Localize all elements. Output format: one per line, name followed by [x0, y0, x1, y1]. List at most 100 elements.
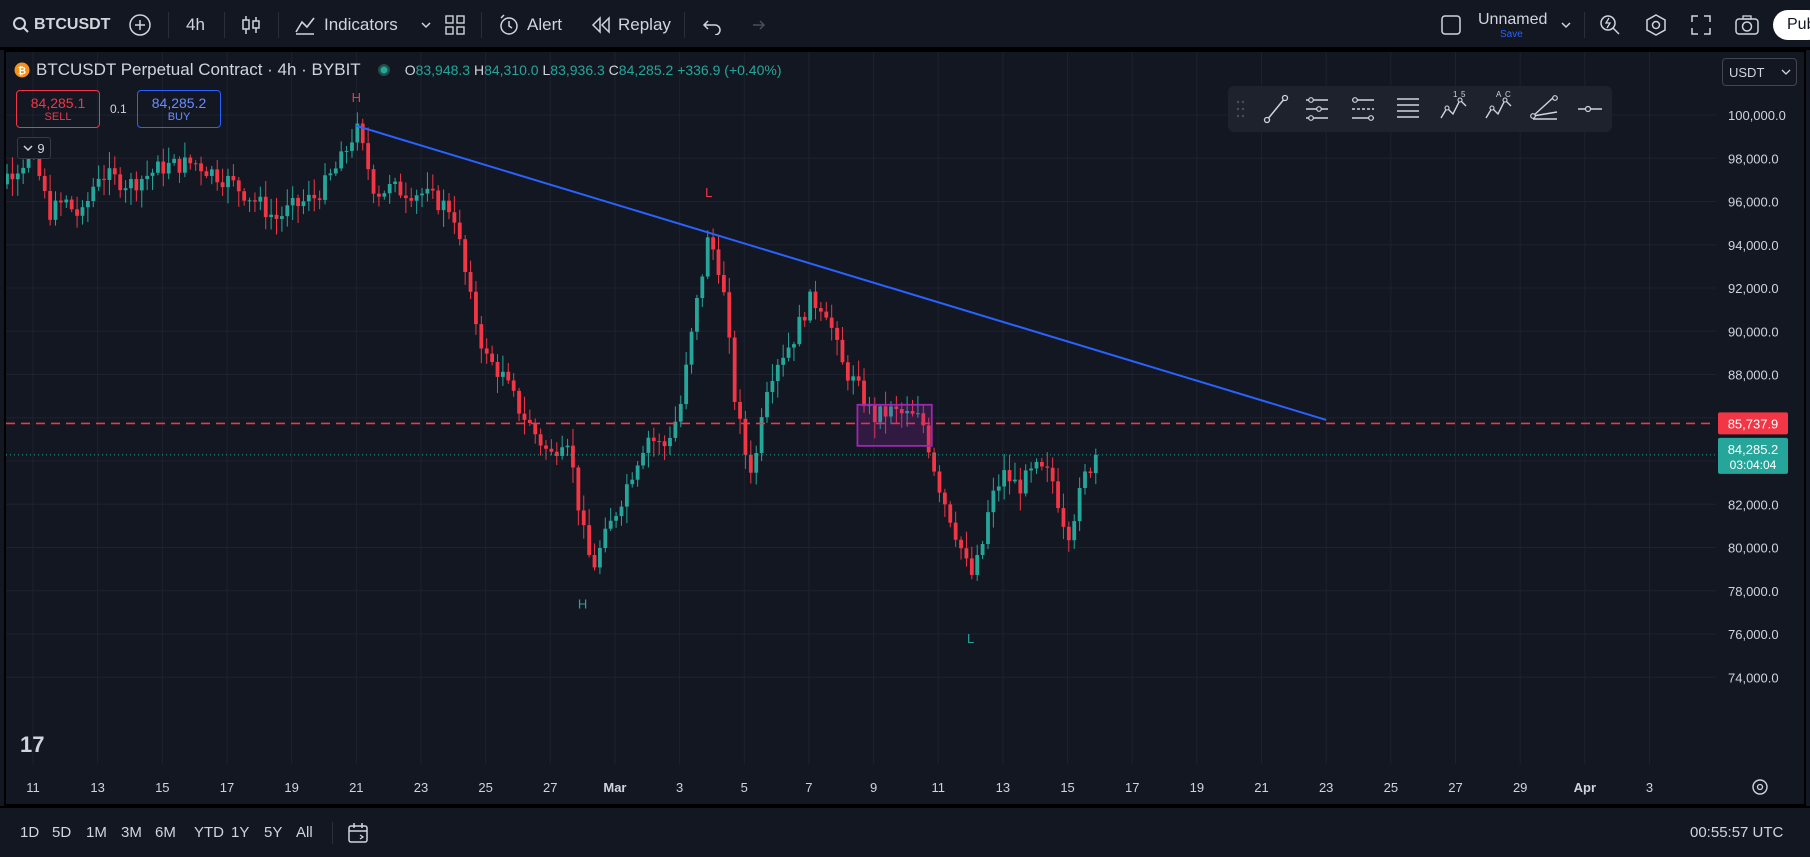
publish-label: Pub: [1787, 16, 1810, 33]
consolidation-zone: [856, 403, 933, 447]
alert-label: Alert: [527, 15, 562, 34]
utc-clock[interactable]: 00:55:57 UTC: [1690, 808, 1783, 857]
candle: [651, 427, 656, 457]
redo-button[interactable]: [746, 0, 766, 50]
range-button-1m[interactable]: 1M: [86, 824, 107, 841]
candle: [107, 152, 112, 196]
collapse-indicators-button[interactable]: 9: [17, 137, 51, 159]
fib-fan-tool-icon[interactable]: [1530, 95, 1558, 120]
time-tick-label: 13: [996, 780, 1010, 795]
grid-layout-icon: [445, 15, 465, 35]
drawings-layer: [6, 124, 1716, 456]
candle: [878, 404, 883, 430]
chart-pane[interactable]: [4, 50, 1806, 806]
trendline-tool-icon[interactable]: [1263, 94, 1289, 124]
time-tick-label: 27: [543, 780, 557, 795]
indicators-button[interactable]: Indicators: [294, 0, 432, 50]
settings-button[interactable]: [1644, 0, 1668, 50]
currency-select[interactable]: USDT: [1722, 58, 1797, 86]
candle: [533, 418, 538, 444]
range-button-all[interactable]: All: [296, 824, 313, 841]
layout-name-button[interactable]: Unnamed Save: [1478, 0, 1547, 50]
quick-search-button[interactable]: [1598, 0, 1622, 50]
candle: [129, 172, 133, 205]
candle: [797, 304, 802, 347]
level-price-badge: 85,737.9: [1718, 412, 1788, 435]
goto-date-button[interactable]: [346, 808, 370, 857]
candle: [495, 354, 500, 394]
candle: [765, 381, 769, 423]
candle: [306, 180, 311, 212]
chart-type-button[interactable]: [240, 0, 262, 50]
indicators-label: Indicators: [324, 15, 398, 34]
drag-handle-icon[interactable]: [1236, 100, 1245, 118]
candle: [425, 172, 430, 202]
candle: [177, 156, 182, 184]
candle: [479, 316, 484, 364]
compare-symbol-button[interactable]: [128, 0, 152, 50]
layout-checkbox[interactable]: [1440, 0, 1462, 50]
horizontal-ray-tool-icon[interactable]: [1578, 105, 1602, 113]
settings-hex-icon: [1646, 14, 1666, 36]
fib-retracement-tool-icon[interactable]: [1352, 97, 1374, 121]
fullscreen-button[interactable]: [1690, 0, 1712, 50]
sell-button[interactable]: 84,285.1 SELL: [16, 90, 100, 128]
publish-button[interactable]: Pub: [1773, 10, 1810, 40]
alert-button[interactable]: Alert: [497, 0, 562, 50]
range-button-5d[interactable]: 5D: [52, 824, 72, 841]
candle: [975, 544, 980, 581]
plus-circle-icon: [129, 14, 151, 36]
range-button-3m[interactable]: 3M: [121, 824, 142, 841]
candle: [851, 365, 856, 395]
candle: [323, 163, 327, 205]
time-axis[interactable]: 11 13 15 17 19 21 23 25 27 Mar 3 5 7 9 11 13 15 17 19 21 23 2…: [26, 779, 1768, 795]
candle: [624, 474, 629, 524]
time-tick-label: 15: [1060, 780, 1074, 795]
candle: [468, 260, 473, 299]
pitchfork-tool-icon[interactable]: [1306, 97, 1328, 121]
candle: [414, 189, 419, 214]
range-button-5y[interactable]: 5Y: [264, 824, 283, 841]
range-button-1d[interactable]: 1D: [20, 824, 40, 841]
interval-button[interactable]: 4h: [186, 0, 205, 50]
replay-button[interactable]: Replay: [590, 0, 671, 50]
parallel-lines-tool-icon[interactable]: [1397, 98, 1419, 118]
symbol-search[interactable]: BTCUSDT: [12, 0, 110, 50]
redo-icon: [753, 20, 766, 30]
candle: [684, 351, 689, 410]
candle: [452, 196, 457, 235]
currency-value: USDT: [1729, 64, 1765, 80]
buy-button[interactable]: 84,285.2 BUY: [137, 90, 221, 128]
candle: [549, 439, 554, 456]
undo-button[interactable]: [702, 0, 722, 50]
range-button-6m[interactable]: 6M: [155, 824, 176, 841]
price-axis[interactable]: 100,000.0 98,000.0 96,000.0 94,000.0 92,000.…: [1718, 108, 1788, 685]
candle: [905, 396, 910, 427]
candle: [91, 177, 96, 208]
range-button-ytd[interactable]: YTD: [194, 824, 224, 841]
candle: [317, 190, 322, 210]
countdown-text: 03:04:04: [1730, 458, 1777, 472]
time-tick-label: 21: [349, 780, 363, 795]
axis-settings-icon[interactable]: [1752, 779, 1768, 795]
layout-menu-chevron[interactable]: [1560, 0, 1572, 50]
snapshot-button[interactable]: [1734, 0, 1760, 50]
candle: [382, 190, 387, 200]
range-button-1y[interactable]: 1Y: [231, 824, 250, 841]
legend-ohlc: O83,948.3 H84,310.0 L83,936.3 C84,285.2 …: [405, 62, 782, 78]
price-tick-label: 88,000.0: [1728, 368, 1779, 383]
candle: [474, 281, 478, 335]
price-tick-label: 90,000.0: [1728, 324, 1779, 339]
candle: [910, 399, 915, 417]
replay-label: Replay: [618, 15, 671, 34]
candle: [754, 445, 759, 485]
layouts-button[interactable]: [444, 0, 466, 50]
clock-text: 00:55:57 UTC: [1690, 824, 1784, 841]
level-price-text: 85,737.9: [1728, 416, 1779, 431]
time-tick-label: 23: [414, 780, 428, 795]
candle: [1088, 467, 1093, 478]
candle: [484, 338, 489, 364]
